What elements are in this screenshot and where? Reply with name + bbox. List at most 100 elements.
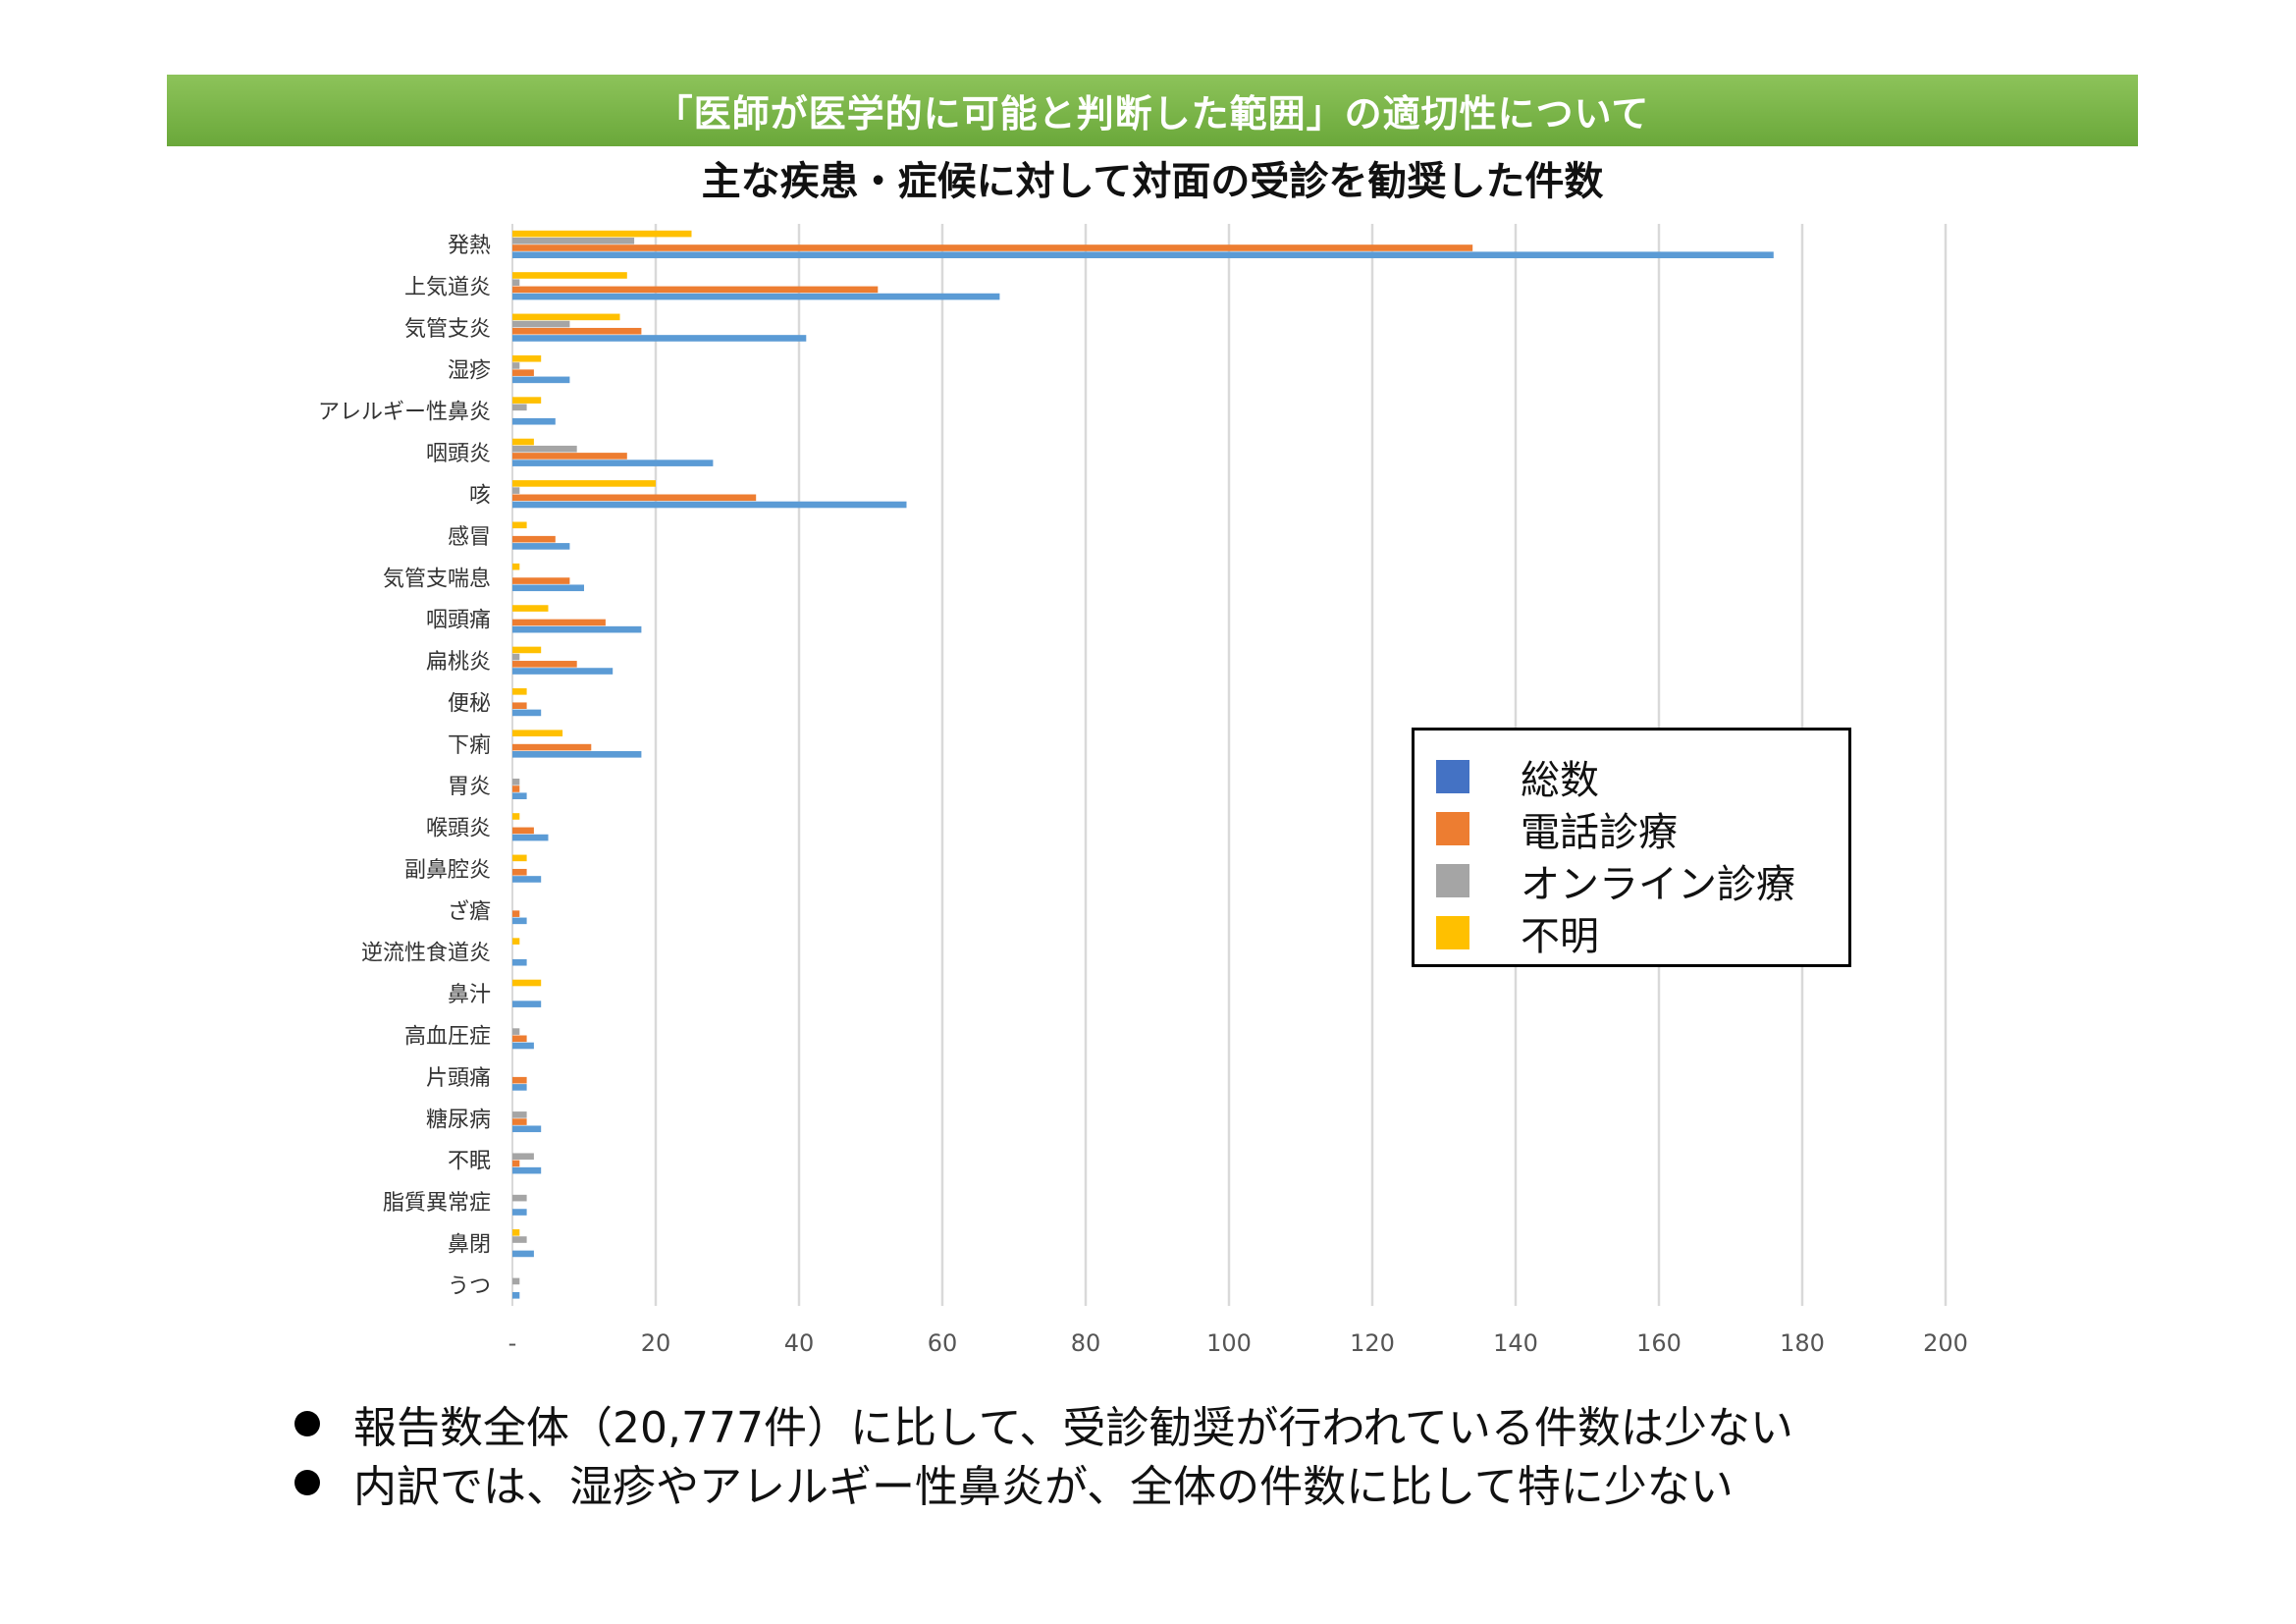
category-label: 片頭痛 xyxy=(426,1066,491,1091)
bar-0 xyxy=(512,521,527,529)
category-label: 喉頭炎 xyxy=(426,817,491,841)
bar-2 xyxy=(512,868,527,876)
bar-2 xyxy=(512,827,534,835)
bar-3 xyxy=(512,251,1774,258)
category-label: 上気道炎 xyxy=(404,276,491,300)
bar-3 xyxy=(512,917,527,925)
bar-0 xyxy=(512,1229,520,1236)
legend-swatch-unknown xyxy=(1436,916,1469,949)
category-label: 高血圧症 xyxy=(404,1025,491,1050)
x-tick-label: 40 xyxy=(784,1329,815,1357)
bar-1 xyxy=(512,1236,527,1243)
category-label: 不眠 xyxy=(448,1150,491,1174)
category-label: 気管支炎 xyxy=(404,317,491,342)
bar-2 xyxy=(512,535,556,543)
bar-2 xyxy=(512,327,642,335)
category-label: ざ瘡 xyxy=(448,898,491,924)
legend-item-online: オンライン診療 xyxy=(1436,852,1795,909)
bar-2 xyxy=(512,1076,527,1084)
chart-subtitle: 主な疾患・症候に対して対面の受診を勧奨した件数 xyxy=(701,159,1604,204)
bar-3 xyxy=(512,584,584,592)
bar-2 xyxy=(512,785,520,792)
bar-3 xyxy=(512,501,907,509)
category-label: 扁桃炎 xyxy=(426,650,491,675)
legend-label-online: オンライン診療 xyxy=(1521,862,1795,907)
bar-3 xyxy=(512,751,642,758)
category-label: 脂質異常症 xyxy=(383,1191,491,1216)
banner-title: 「医師が医学的に可能と判断した範囲」の適切性について xyxy=(655,92,1650,135)
x-tick-label: 160 xyxy=(1636,1329,1682,1357)
bar-2 xyxy=(512,494,757,502)
legend-label-total: 総数 xyxy=(1521,758,1599,803)
bar-0 xyxy=(512,480,656,487)
legend-swatch-total xyxy=(1436,760,1469,793)
bar-0 xyxy=(512,563,520,570)
bar-3 xyxy=(512,1250,534,1258)
bar-1 xyxy=(512,279,520,286)
bar-1 xyxy=(512,1194,527,1202)
bar-1 xyxy=(512,1111,527,1118)
category-label: 感冒 xyxy=(448,525,491,550)
bar-3 xyxy=(512,709,542,717)
bar-1 xyxy=(512,1028,520,1035)
bar-1 xyxy=(512,362,520,369)
bar-0 xyxy=(512,938,520,945)
legend-label-phone: 電話診療 xyxy=(1521,810,1678,855)
bar-3 xyxy=(512,1125,542,1133)
legend-item-phone: 電話診療 xyxy=(1436,800,1678,857)
category-label: 湿疹 xyxy=(448,358,491,383)
x-tick-label: 60 xyxy=(928,1329,958,1357)
bar-2 xyxy=(512,702,527,710)
bar-1 xyxy=(512,237,635,244)
category-label: 副鼻腔炎 xyxy=(404,858,491,883)
legend-item-total: 総数 xyxy=(1436,748,1599,805)
note-text: 報告数全体（20,777件）に比して、受診勧奨が行われている件数は少ない xyxy=(353,1403,1793,1453)
bar-2 xyxy=(512,1035,527,1043)
bar-1 xyxy=(512,653,520,661)
bar-3 xyxy=(512,1209,527,1216)
x-tick-label: 80 xyxy=(1071,1329,1101,1357)
bar-3 xyxy=(512,1001,542,1007)
note-item: 内訳では、湿疹やアレルギー性鼻炎が、全体の件数に比して特に少ない xyxy=(294,1453,1793,1512)
category-label: 気管支喘息 xyxy=(383,567,491,591)
bar-3 xyxy=(512,1292,520,1299)
bar-1 xyxy=(512,320,570,328)
category-label: 鼻汁 xyxy=(448,983,491,1007)
bar-2 xyxy=(512,577,570,584)
category-label: 糖尿病 xyxy=(426,1108,491,1132)
category-label: 下痢 xyxy=(448,733,491,758)
category-label: 逆流性食道炎 xyxy=(361,942,491,966)
category-label: うつ xyxy=(448,1274,491,1299)
bar-3 xyxy=(512,543,570,550)
bar-0 xyxy=(512,730,563,737)
category-label: 胃炎 xyxy=(448,775,491,799)
x-tick-label: - xyxy=(508,1329,517,1357)
legend-swatch-phone xyxy=(1436,812,1469,845)
legend-label-unknown: 不明 xyxy=(1521,914,1599,959)
bar-2 xyxy=(512,369,534,376)
bar-3 xyxy=(512,417,556,425)
bar-3 xyxy=(512,625,642,633)
bullet-icon xyxy=(294,1470,320,1495)
category-label: 咳 xyxy=(469,484,491,509)
summary-notes: 報告数全体（20,777件）に比して、受診勧奨が行われている件数は少ない 内訳で… xyxy=(294,1394,1793,1512)
bar-2 xyxy=(512,619,606,626)
category-label: 咽頭痛 xyxy=(426,609,491,633)
x-tick-label: 100 xyxy=(1206,1329,1252,1357)
bar-0 xyxy=(512,272,627,279)
bar-0 xyxy=(512,854,527,862)
bar-1 xyxy=(512,778,520,785)
bar-1 xyxy=(512,1153,534,1161)
bar-0 xyxy=(512,979,542,987)
category-label: 便秘 xyxy=(448,691,491,716)
bar-1 xyxy=(512,404,527,411)
bar-1 xyxy=(512,1277,520,1285)
bar-0 xyxy=(512,813,520,820)
bar-2 xyxy=(512,453,627,460)
bar-3 xyxy=(512,376,570,384)
bar-1 xyxy=(512,445,577,453)
bar-3 xyxy=(512,1042,534,1050)
bar-3 xyxy=(512,1084,527,1091)
bar-3 xyxy=(512,335,807,342)
